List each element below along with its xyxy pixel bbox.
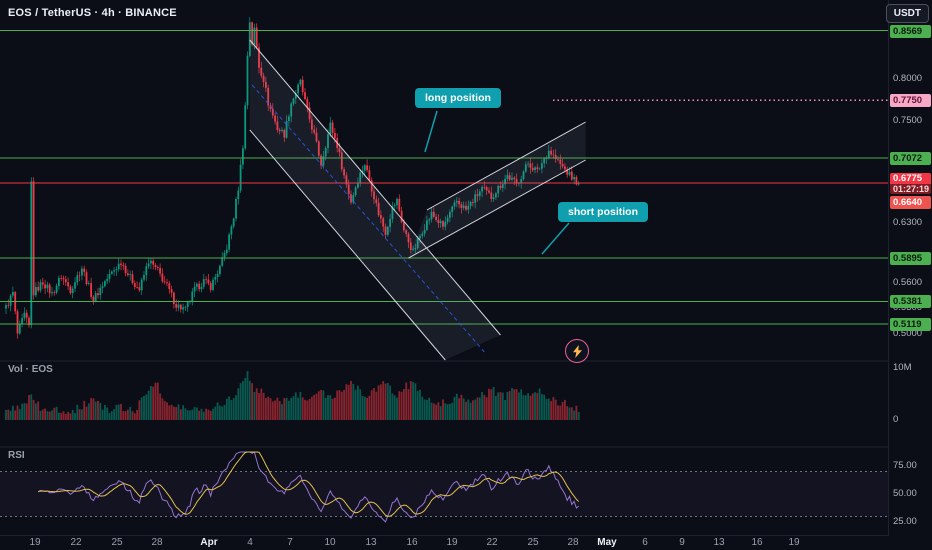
- time-axis-label: 22: [70, 537, 82, 548]
- rsi-axis-label: 75.00: [893, 460, 917, 471]
- time-axis-label: 19: [446, 537, 458, 548]
- price-axis-label: 0.7500: [893, 115, 923, 126]
- bar-countdown: 01:27:19: [890, 184, 931, 194]
- long-position-label[interactable]: long position: [415, 88, 501, 108]
- price-axis-label: 0.6300: [893, 217, 923, 228]
- time-axis-label: 9: [679, 537, 685, 548]
- price-axis-label: 0.5000: [893, 328, 923, 339]
- time-axis-label: 6: [642, 537, 648, 548]
- time-axis-label: 4: [247, 537, 253, 548]
- lightning-icon[interactable]: [565, 339, 589, 363]
- time-axis-label: 19: [788, 537, 800, 548]
- currency-toggle-button[interactable]: USDT: [885, 4, 929, 23]
- time-axis-label: 25: [527, 537, 539, 548]
- price-axis-label: 0.5600: [893, 277, 923, 288]
- time-axis-label: 16: [751, 537, 763, 548]
- time-axis-label: 19: [29, 537, 41, 548]
- price-level-badge: 0.5119: [890, 318, 931, 331]
- time-axis[interactable]: 19 22 25 28 Apr 4 7 10 13 16 19 22 25 28 May 6 9 13 16 19: [0, 537, 932, 550]
- time-axis-label: 10: [324, 537, 336, 548]
- volume-pane-legend[interactable]: Vol · EOS: [8, 364, 53, 375]
- price-level-badge: 0.7750: [890, 94, 931, 107]
- price-level-badge: 0.6640: [890, 196, 931, 209]
- price-level-badge: 0.5895: [890, 252, 931, 265]
- price-axis-label: 0.8000: [893, 73, 923, 84]
- time-axis-label: 13: [365, 537, 377, 548]
- rsi-axis-label: 25.00: [893, 516, 917, 527]
- time-axis-label: 28: [151, 537, 163, 548]
- last-price-value: 0.6775: [890, 173, 931, 184]
- price-level-badge: 0.8569: [890, 25, 931, 38]
- short-position-label[interactable]: short position: [558, 202, 648, 222]
- rsi-axis-label: 50.00: [893, 488, 917, 499]
- volume-axis-label: 0: [893, 414, 899, 425]
- lightning-bolt-glyph: [572, 344, 582, 358]
- time-axis-label: 13: [713, 537, 725, 548]
- time-axis-label: 28: [567, 537, 579, 548]
- price-level-badge: 0.5381: [890, 295, 931, 308]
- volume-axis-label: 10M: [893, 362, 912, 373]
- time-axis-label: 25: [111, 537, 123, 548]
- time-axis-label: 16: [406, 537, 418, 548]
- chart-canvas[interactable]: [0, 0, 888, 536]
- time-axis-label: May: [597, 537, 617, 548]
- price-level-badge: 0.7072: [890, 152, 931, 165]
- last-price-badge: 0.6775 01:27:19: [890, 173, 931, 194]
- time-axis-label: Apr: [200, 537, 218, 548]
- symbol-legend[interactable]: EOS / TetherUS · 4h · BINANCE: [8, 7, 177, 19]
- price-axis[interactable]: 0.80000.75000.63000.56000.53000.50000.85…: [888, 0, 932, 536]
- time-axis-label: 7: [287, 537, 293, 548]
- time-axis-label: 22: [486, 537, 498, 548]
- rsi-pane-legend[interactable]: RSI: [8, 450, 25, 461]
